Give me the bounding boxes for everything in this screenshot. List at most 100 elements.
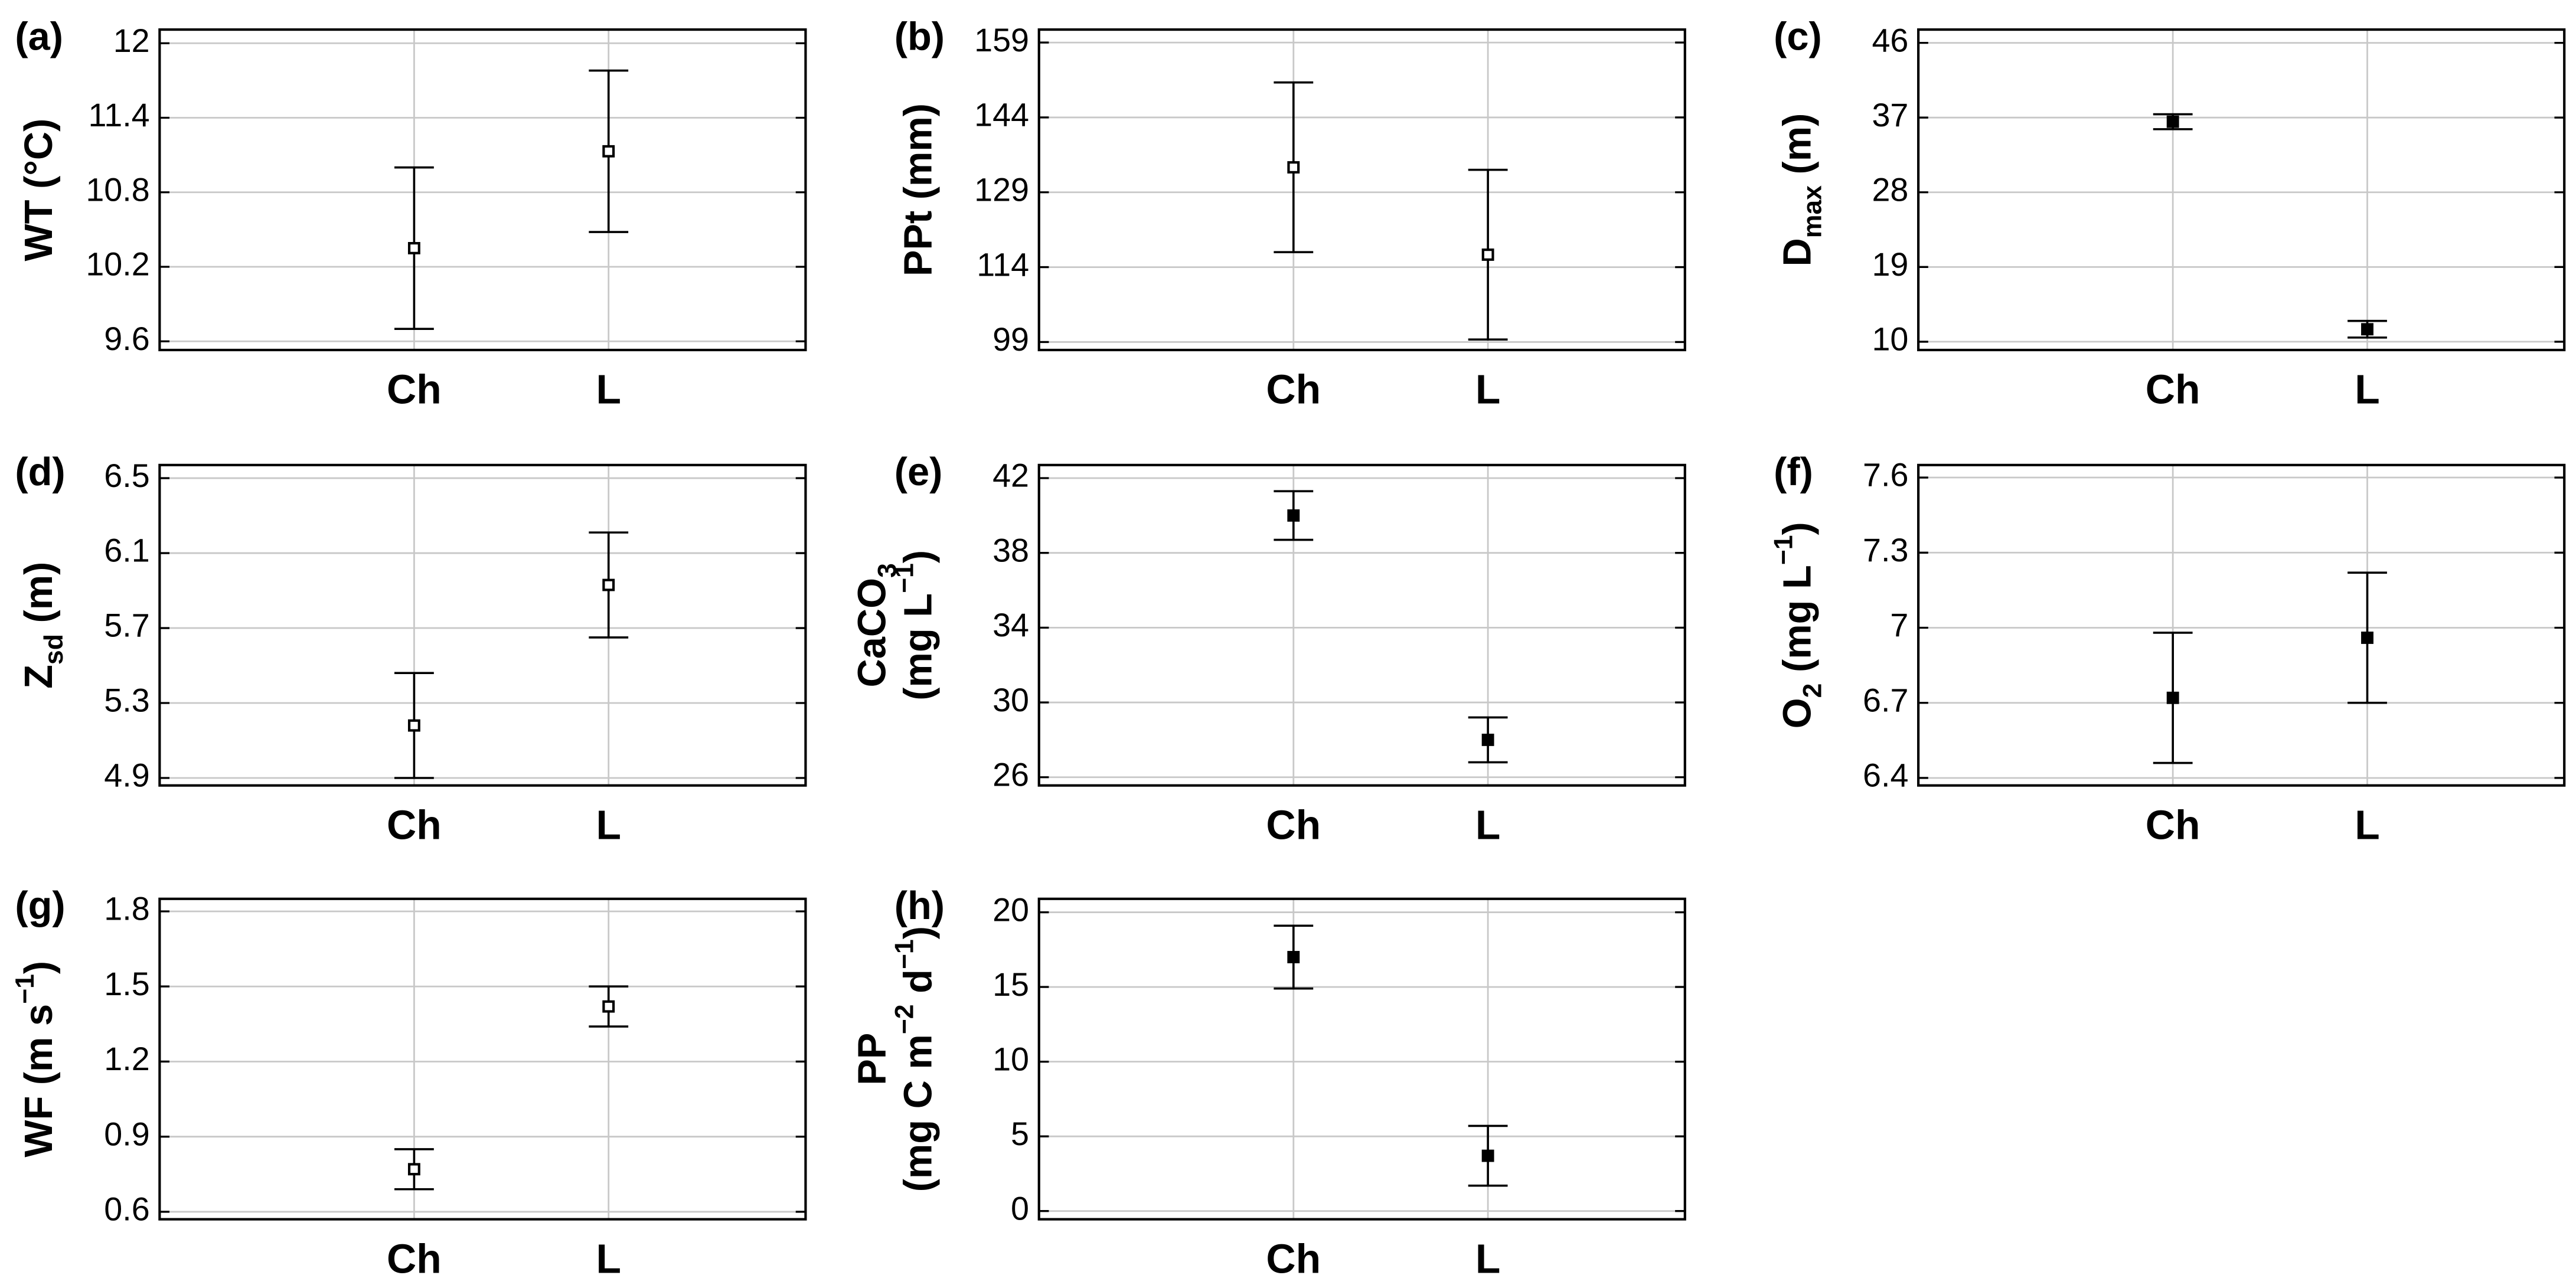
x-tick-label: Ch <box>387 1235 442 1281</box>
mean-marker <box>2166 691 2179 704</box>
y-tick-label: 7.3 <box>1863 532 1908 568</box>
y-tick-label: 144 <box>974 97 1029 133</box>
y-axis-label-part: WT (°C) <box>17 119 61 261</box>
y-axis-label-part: d <box>896 969 940 1004</box>
y-tick-label: 1.2 <box>104 1041 149 1077</box>
y-axis-label-part: CaCO <box>850 578 894 688</box>
plot-frame <box>158 897 807 1221</box>
mean-marker <box>407 719 420 732</box>
mean-marker <box>602 1000 615 1013</box>
plot-frame <box>1917 28 2566 352</box>
x-tick-label: Ch <box>387 802 442 848</box>
panel-label: (g) <box>15 884 65 928</box>
y-tick-label: 10.8 <box>86 171 149 208</box>
y-tick-label: 12 <box>113 22 150 59</box>
y-tick-label: 6.1 <box>104 532 149 569</box>
y-tick-label: 5 <box>1011 1116 1029 1152</box>
mean-marker <box>1481 733 1494 746</box>
y-tick-label: 19 <box>1872 246 1908 283</box>
x-tick-label: Ch <box>1266 367 1321 413</box>
y-tick-label: 30 <box>992 682 1029 718</box>
mean-marker <box>407 1163 420 1176</box>
y-axis-label: (mg L−1) <box>890 550 940 701</box>
x-tick-label: Ch <box>387 367 442 413</box>
x-tick-label: L <box>1475 802 1501 848</box>
mean-marker <box>602 145 615 158</box>
y-tick-label: 6.5 <box>104 457 149 494</box>
y-tick-label: 7.6 <box>1863 457 1908 493</box>
panel-label: (f) <box>1774 450 1813 494</box>
y-tick-label: 9.6 <box>104 321 149 357</box>
x-tick-label: Ch <box>1266 1235 1321 1281</box>
y-tick-label: 4.9 <box>104 757 149 794</box>
y-axis-label-part: (m) <box>17 562 61 634</box>
plot-frame <box>158 463 807 787</box>
x-tick-label: Ch <box>2146 802 2200 848</box>
y-axis-label-part: −1 <box>890 563 919 593</box>
y-axis-label-part: 2 <box>1798 684 1827 698</box>
y-axis-label: CaCO3 <box>850 563 902 687</box>
mean-marker <box>2361 632 2373 644</box>
x-tick-label: L <box>1475 1235 1501 1281</box>
mean-marker <box>602 578 615 591</box>
mean-marker <box>1481 249 1494 261</box>
y-axis-label: Dmax (m) <box>1775 113 1827 267</box>
y-tick-label: 15 <box>992 966 1029 1003</box>
mean-marker <box>2166 115 2179 128</box>
y-tick-label: 159 <box>974 22 1029 58</box>
y-axis-label-part: WF (m s <box>17 1004 61 1158</box>
panel-label: (b) <box>894 15 945 58</box>
y-tick-label: 99 <box>992 321 1029 358</box>
y-axis-label-part: max <box>1798 185 1827 238</box>
y-tick-label: 20 <box>992 891 1029 928</box>
y-axis-label-part: (mg L <box>1775 565 1819 683</box>
y-axis-label: PP <box>850 1033 894 1085</box>
y-axis-label: (mg C m−2 d−1) <box>890 926 940 1192</box>
panel-label: (a) <box>15 15 63 58</box>
mean-marker <box>1287 161 1300 174</box>
x-tick-label: L <box>596 802 621 848</box>
y-tick-label: 37 <box>1872 97 1908 133</box>
y-tick-label: 129 <box>974 171 1029 208</box>
y-tick-label: 0.9 <box>104 1116 149 1152</box>
y-tick-label: 1.8 <box>104 891 149 927</box>
x-tick-label: Ch <box>1266 802 1321 848</box>
plot-frame <box>158 28 807 352</box>
y-axis-label-part: PPt (mm) <box>896 103 940 276</box>
y-axis-label-part: Z <box>17 665 61 689</box>
y-tick-label: 0 <box>1011 1190 1029 1227</box>
x-tick-label: L <box>1475 367 1501 413</box>
y-tick-label: 38 <box>992 532 1029 568</box>
y-axis-label-part: (mg C m <box>896 1034 940 1192</box>
y-axis-label-part: −1 <box>890 939 919 969</box>
y-tick-label: 34 <box>992 607 1029 643</box>
y-tick-label: 10.2 <box>86 246 149 283</box>
y-axis-label: WF (m s−1) <box>11 961 60 1158</box>
y-axis-label-part: −1 <box>1769 535 1798 565</box>
y-tick-label: 5.3 <box>104 682 149 719</box>
y-axis-label-part: 3 <box>873 563 902 578</box>
x-tick-label: Ch <box>2146 367 2200 413</box>
y-axis-label-part: −2 <box>890 1004 919 1034</box>
panel-label: (c) <box>1774 15 1822 58</box>
x-tick-label: L <box>596 367 621 413</box>
x-tick-label: L <box>2355 802 2380 848</box>
x-tick-label: L <box>596 1235 621 1281</box>
plot-frame <box>1037 897 1686 1221</box>
y-tick-label: 5.7 <box>104 607 149 644</box>
y-axis-label: O2 (mg L−1) <box>1769 522 1827 728</box>
y-axis-label-part: PP <box>850 1033 894 1085</box>
y-axis-label-part: ) <box>17 961 61 974</box>
y-axis-label-part: −1 <box>11 974 40 1004</box>
plot-frame <box>1037 463 1686 787</box>
y-tick-label: 26 <box>992 756 1029 793</box>
plot-frame <box>1917 463 2566 787</box>
y-tick-label: 6.4 <box>1863 757 1908 794</box>
y-tick-label: 6.7 <box>1863 682 1908 718</box>
y-axis-label-part: ) <box>896 926 940 939</box>
plot-frame <box>1037 28 1686 352</box>
y-tick-label: 11.4 <box>88 97 149 133</box>
y-tick-label: 10 <box>992 1041 1029 1077</box>
mean-marker <box>1287 509 1300 522</box>
